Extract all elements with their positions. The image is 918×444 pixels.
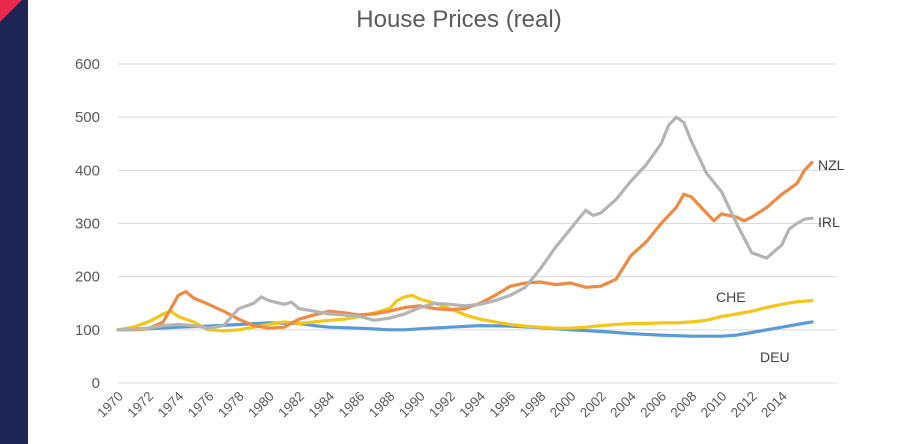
- y-tick-label: 200: [75, 269, 100, 286]
- y-tick-label: 600: [75, 56, 100, 73]
- y-tick-label: 400: [75, 162, 100, 179]
- x-tick-label: 1988: [366, 389, 398, 421]
- y-axis-ticks: 0 100 200 300 400 500 600: [75, 56, 100, 392]
- x-tick-label: 1976: [185, 389, 217, 421]
- x-tick-label: 1972: [124, 389, 156, 421]
- gridlines: [118, 63, 837, 384]
- series-lines: [116, 115, 814, 338]
- x-tick-label: 2002: [577, 389, 609, 421]
- x-axis-ticks: 1970197219741976197819801982198419861988…: [94, 388, 790, 420]
- series-label-irl: IRL: [818, 214, 840, 230]
- x-tick-label: 1990: [396, 389, 428, 421]
- y-tick-label: 100: [75, 322, 100, 339]
- chart-title: House Prices (real): [356, 6, 562, 33]
- series-labels: IRL NZL CHE DEU: [716, 157, 845, 365]
- side-bar: [0, 0, 28, 444]
- y-tick-label: 500: [75, 109, 100, 126]
- x-tick-label: 1970: [94, 389, 126, 421]
- x-tick-label: 1992: [426, 389, 458, 421]
- x-tick-label: 1994: [456, 388, 488, 420]
- series-line-nzl: [116, 160, 814, 332]
- series-label-nzl: NZL: [818, 157, 845, 173]
- x-tick-label: 1978: [215, 389, 247, 421]
- x-tick-label: 2006: [637, 389, 669, 421]
- x-tick-label: 2010: [698, 389, 730, 421]
- x-tick-label: 2008: [668, 389, 700, 421]
- y-tick-label: 0: [92, 375, 100, 392]
- series-label-che: CHE: [716, 289, 746, 305]
- x-tick-label: 1980: [245, 389, 277, 421]
- x-tick-label: 1986: [336, 389, 368, 421]
- x-tick-label: 1998: [517, 389, 549, 421]
- x-tick-label: 1974: [155, 388, 187, 420]
- y-tick-label: 300: [75, 216, 100, 233]
- x-tick-label: 1982: [275, 389, 307, 421]
- x-tick-label: 2004: [607, 388, 639, 420]
- series-line-deu: [116, 320, 814, 338]
- series-line-che: [116, 293, 814, 333]
- series-label-deu: DEU: [760, 349, 790, 365]
- x-tick-label: 1996: [487, 389, 519, 421]
- corner-accent: [0, 0, 22, 22]
- x-tick-label: 2000: [547, 389, 579, 421]
- series-line-irl: [116, 115, 814, 332]
- x-tick-label: 2014: [758, 388, 790, 420]
- x-tick-label: 2012: [728, 389, 760, 421]
- x-tick-label: 1984: [305, 388, 337, 420]
